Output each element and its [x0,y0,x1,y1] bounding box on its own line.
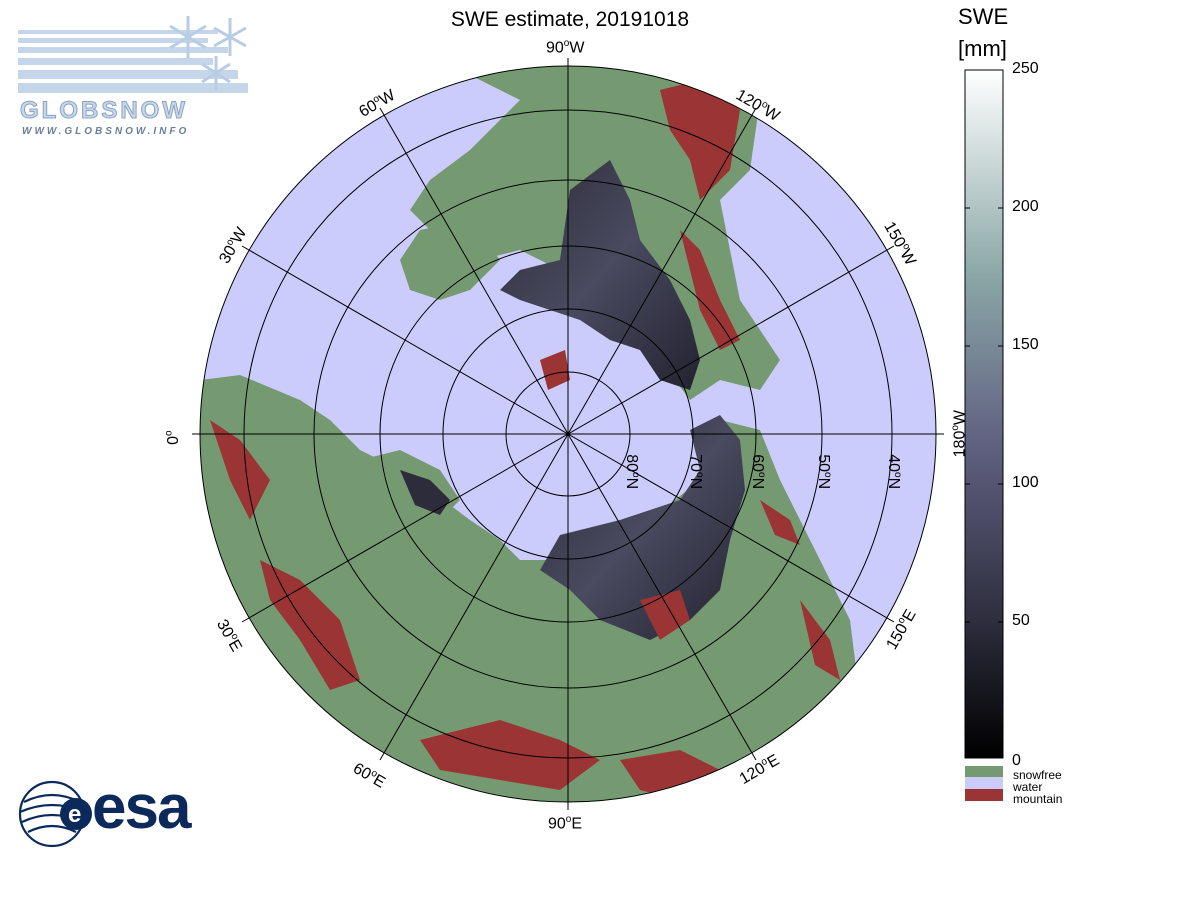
lon-label-90e: 90oE [548,814,583,833]
mountain-areas [210,80,840,800]
legend-label-snowfree: snowfree [1013,768,1062,782]
colorbar-tick-50: 50 [1012,612,1030,629]
lon-label-90w: 90oW [546,38,585,57]
lat-label-80n: 80oN [622,454,642,490]
lat-label-60n: 60oN [748,454,768,490]
map-title: SWE estimate, 20191018 [450,8,690,31]
colorbar-ticks [965,69,1003,623]
globsnow-logo [18,16,248,93]
swe-cover-asia [540,415,745,640]
esa-logo: e [18,780,92,848]
colorbar-title: SWE [958,4,1009,29]
esa-wordmark: esa [92,773,191,842]
legend-swatch-water [965,777,1003,789]
colorbar-tick-200: 200 [1012,198,1039,215]
snowflake-icon [169,16,247,90]
svg-text:e: e [68,801,81,828]
colorbar-tick-100: 100 [1012,474,1039,491]
swe-cover-scandinavia [400,470,450,515]
lat-label-40n: 40oN [884,454,904,490]
meridian-150w-30e [241,245,895,623]
colorbar-tick-0: 0 [1012,752,1021,769]
legend-label-mountain: mountain [1013,792,1063,806]
colorbar-unit: [mm] [958,36,1007,61]
colorbar [964,69,1004,801]
globsnow-wordmark: GLOBSNOW [20,97,188,125]
legend-label-water: water [1013,780,1043,794]
graticule [192,58,944,810]
legend-swatch-snowfree [965,766,1003,777]
lon-label-0: 0o [163,430,182,445]
colorbar-tick-150: 150 [1012,336,1039,353]
lat-label-50n: 50oN [814,454,834,490]
swe-cover-north-america [500,160,700,390]
colorbar-gradient [964,69,1004,759]
legend-swatch-mountain [965,789,1003,801]
colorbar-tick-250: 250 [1012,60,1039,77]
lat-label-70n: 70oN [686,454,706,490]
landmass-greenland [400,220,500,300]
globsnow-url: WWW.GLOBSNOW.INFO [22,126,190,137]
